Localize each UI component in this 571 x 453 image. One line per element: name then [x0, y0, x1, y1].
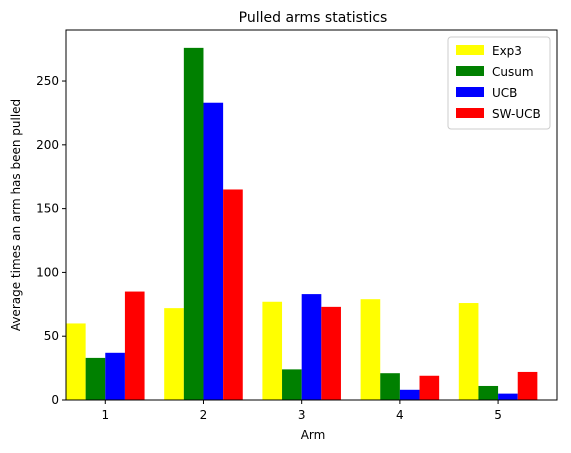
bar-ucb-arm-2: [203, 102, 224, 401]
y-tick-label: 0: [51, 393, 59, 407]
y-axis-label: Average times an arm has been pulled: [9, 99, 23, 331]
bar-ucb-arm-3: [301, 294, 322, 400]
bar-exp3-arm-4: [360, 299, 381, 400]
x-axis: 1 2 3 4 5: [101, 400, 502, 422]
legend-label: UCB: [492, 86, 517, 100]
bar-cusum-arm-4: [380, 373, 400, 400]
y-tick-label: 150: [36, 202, 59, 216]
bar-exp3-arm-1: [66, 323, 86, 400]
bar-ucb-arm-5: [498, 393, 518, 400]
bar-sw-ucb-arm-2: [223, 189, 243, 400]
y-tick-label: 100: [36, 265, 59, 279]
y-tick-label: 250: [36, 74, 59, 88]
legend-swatch: [456, 87, 484, 97]
y-tick-label: 50: [44, 329, 59, 343]
legend-label: Cusum: [492, 65, 534, 79]
chart-title: Pulled arms statistics: [239, 10, 388, 26]
bar-sw-ucb-arm-1: [124, 291, 145, 400]
x-tick-label: 2: [200, 408, 208, 422]
bar-cusum-arm-1: [85, 357, 106, 400]
bar-cusum-arm-5: [478, 385, 499, 400]
bar-ucb-arm-1: [105, 352, 125, 400]
x-tick-label: 4: [396, 408, 404, 422]
legend-label: Exp3: [492, 44, 522, 58]
y-tick-label: 200: [36, 138, 59, 152]
legend-swatch: [456, 66, 484, 76]
bar-ucb-arm-4: [399, 389, 420, 400]
legend-swatch: [456, 108, 484, 118]
bar-exp3-arm-5: [458, 303, 479, 400]
legend: Exp3 Cusum UCB SW-UCB: [447, 36, 551, 130]
x-tick-label: 3: [298, 408, 306, 422]
x-tick-label: 5: [494, 408, 502, 422]
bar-exp3-arm-3: [262, 301, 283, 400]
bar-sw-ucb-arm-4: [419, 375, 440, 400]
bar-cusum-arm-3: [282, 369, 302, 400]
x-axis-label: Arm: [301, 428, 326, 442]
bar-sw-ucb-arm-3: [321, 306, 341, 400]
legend-swatch: [456, 45, 484, 55]
bar-sw-ucb-arm-5: [517, 371, 538, 400]
y-axis: 0 50 100 150 200 250: [36, 74, 66, 407]
bars-group: [66, 47, 538, 401]
bar-cusum-arm-2: [183, 47, 204, 401]
plot-frame: [65, 29, 558, 401]
legend-label: SW-UCB: [492, 107, 541, 121]
legend-box: [447, 36, 551, 130]
bar-exp3-arm-2: [164, 308, 184, 400]
x-tick-label: 1: [101, 408, 109, 422]
